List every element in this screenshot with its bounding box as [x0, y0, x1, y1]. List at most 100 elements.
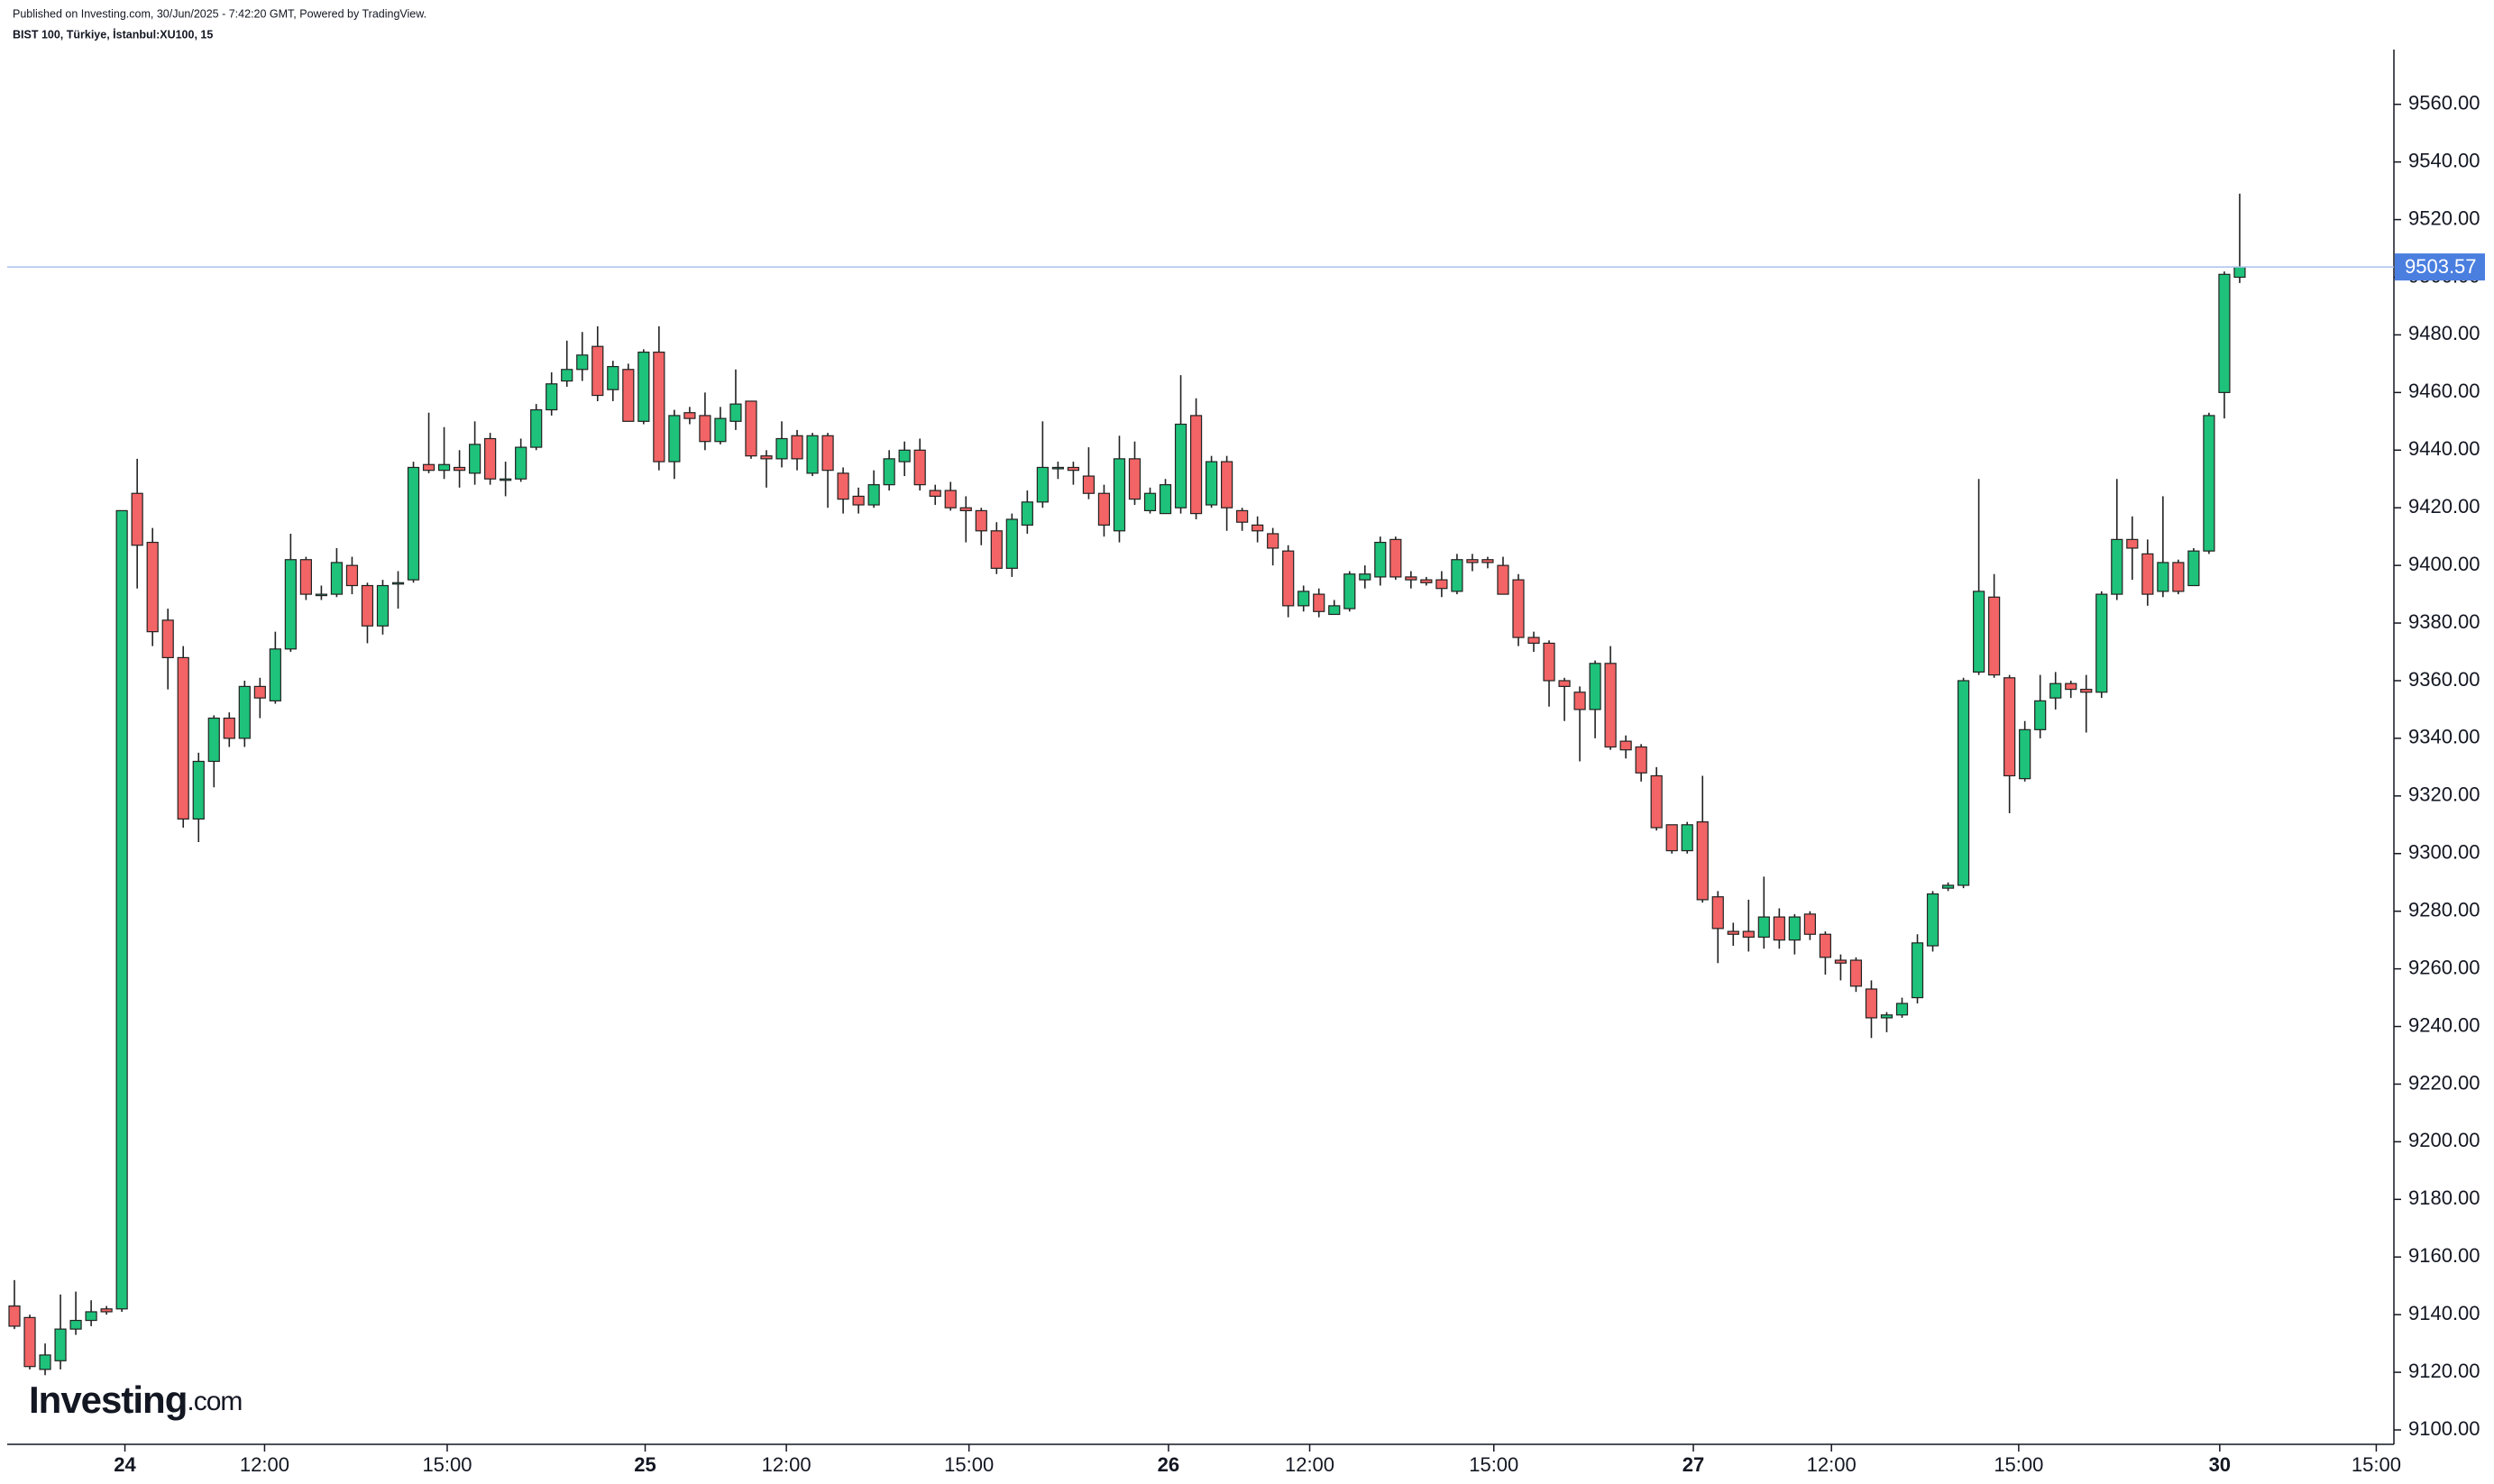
- candle-body: [1252, 524, 1264, 532]
- candle-body: [944, 490, 957, 508]
- candle-body: [745, 400, 757, 457]
- candle-body: [1788, 916, 1801, 941]
- candle-body: [837, 472, 849, 500]
- candle-body: [760, 455, 773, 460]
- candle-body: [1005, 518, 1018, 569]
- candle-body: [2233, 266, 2246, 279]
- y-tick-label: 9220.00: [2408, 1071, 2480, 1094]
- candle-body: [883, 458, 895, 486]
- candle-body: [1834, 959, 1848, 964]
- candle-body: [1174, 423, 1187, 508]
- candle-body: [1374, 541, 1387, 578]
- candle-body: [2049, 682, 2062, 699]
- candle-body: [1359, 573, 1371, 581]
- candle-body: [2218, 273, 2231, 393]
- candle-body: [561, 369, 573, 382]
- candle-body: [146, 541, 159, 633]
- candle-body: [699, 415, 711, 443]
- candle-body: [1466, 559, 1479, 563]
- candle-body: [500, 478, 512, 481]
- candle-body: [959, 507, 972, 512]
- x-tick-label: 12:00: [240, 1453, 289, 1476]
- candle-body: [1143, 492, 1157, 512]
- candle-body: [115, 509, 128, 1310]
- candle-body: [315, 593, 328, 597]
- candle-body: [2157, 562, 2169, 592]
- candle-body: [898, 449, 911, 463]
- candle-body: [2003, 677, 2016, 777]
- last-price-label: 9503.57: [2405, 255, 2477, 278]
- candle-body: [1113, 458, 1126, 532]
- candle-body: [714, 417, 727, 443]
- candle-body: [192, 760, 205, 820]
- y-tick-label: 9260.00: [2408, 956, 2480, 978]
- candle-body: [1481, 559, 1494, 563]
- y-tick-label: 9120.00: [2408, 1360, 2480, 1382]
- candle-body: [2111, 538, 2123, 595]
- y-tick-label: 9100.00: [2408, 1417, 2480, 1440]
- x-tick-label: 15:00: [422, 1453, 472, 1476]
- y-tick-label: 9240.00: [2408, 1013, 2480, 1036]
- candle-body: [330, 562, 344, 595]
- y-tick-label: 9360.00: [2408, 668, 2480, 691]
- y-tick-label: 9440.00: [2408, 437, 2480, 460]
- candle-body: [453, 466, 466, 472]
- y-tick-label: 9400.00: [2408, 553, 2480, 575]
- candle-body: [422, 463, 436, 472]
- candle-body: [1865, 988, 1878, 1019]
- candle-body: [2065, 682, 2077, 691]
- candle-body: [929, 490, 941, 498]
- candle-body: [913, 449, 926, 486]
- candle-body: [1895, 1003, 1909, 1016]
- logo-brand: Investing: [29, 1379, 187, 1421]
- candle-body: [1082, 475, 1096, 494]
- x-tick-label: 30: [2209, 1453, 2231, 1476]
- candle-body: [54, 1328, 67, 1361]
- candle-body: [1405, 576, 1417, 581]
- candle-body: [1604, 663, 1617, 748]
- candle-body: [2019, 728, 2031, 780]
- candle-body: [1573, 692, 1586, 710]
- candle-body: [1221, 461, 1233, 508]
- candle-body: [775, 437, 788, 460]
- candle-body: [1128, 458, 1142, 500]
- candle-body: [1451, 559, 1463, 592]
- candle-body: [1343, 573, 1356, 609]
- candle-body: [2141, 553, 2154, 595]
- candle-body: [2080, 688, 2093, 693]
- candle-body: [1282, 550, 1295, 607]
- y-tick-label: 9180.00: [2408, 1186, 2480, 1209]
- x-tick-label: 12:00: [762, 1453, 811, 1476]
- y-tick-label: 9200.00: [2408, 1129, 2480, 1151]
- y-tick-label: 9340.00: [2408, 726, 2480, 748]
- candle-body: [653, 352, 665, 463]
- candle-body: [2203, 415, 2215, 552]
- candle-body: [1988, 596, 2001, 676]
- candle-body: [1957, 680, 1970, 886]
- candle-body: [131, 492, 143, 546]
- y-tick-label: 9460.00: [2408, 380, 2480, 402]
- candle-body: [469, 444, 481, 474]
- y-tick-label: 9300.00: [2408, 841, 2480, 864]
- candle-body: [1973, 591, 1985, 673]
- y-tick-label: 9140.00: [2408, 1302, 2480, 1324]
- y-tick-label: 9160.00: [2408, 1244, 2480, 1267]
- candle-body: [2172, 562, 2185, 592]
- y-tick-label: 9480.00: [2408, 322, 2480, 344]
- candle-body: [1051, 466, 1064, 470]
- candle-body: [1681, 824, 1693, 852]
- y-tick-label: 9540.00: [2408, 149, 2480, 171]
- candle-body: [1665, 824, 1678, 852]
- candle-body: [1159, 484, 1172, 515]
- x-tick-label: 15:00: [1994, 1453, 2043, 1476]
- x-tick-label: 26: [1158, 1453, 1179, 1476]
- candle-body: [576, 354, 589, 371]
- x-tick-label: 12:00: [1285, 1453, 1334, 1476]
- candle-body: [2187, 550, 2200, 587]
- y-tick-label: 9520.00: [2408, 206, 2480, 229]
- x-tick-label: 27: [1683, 1453, 1704, 1476]
- candle-body: [975, 509, 987, 532]
- candle-body: [345, 564, 359, 587]
- candle-body: [1589, 663, 1601, 710]
